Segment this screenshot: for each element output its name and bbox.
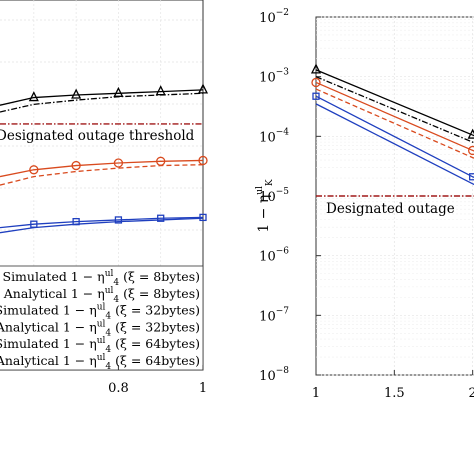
legend-entry-6-tail: (ξ = 64bytes) — [111, 353, 200, 368]
right-ytick-label-1: 10−2 — [259, 8, 289, 26]
left-panel: Designated outage threshold Simulated 1 −… — [0, 0, 209, 396]
left-series-1-marker — [28, 91, 39, 102]
legend-entry-2-tail: (ξ = 8bytes) — [119, 286, 200, 301]
left-series-3-marker — [113, 158, 124, 168]
left-legend: Simulated 1 − ηul4 (ξ = 8bytes)Analytica… — [0, 265, 204, 372]
legend-entry-5-tail: (ξ = 64bytes) — [111, 336, 200, 351]
right-ylabel-sub: K — [265, 179, 275, 186]
legend-entry-4-sup: ul — [97, 319, 106, 329]
legend-entry-6-sub: 4 — [105, 362, 111, 372]
left-series-5-marker — [114, 216, 123, 224]
legend-entry-4-text: Analytical 1 − η — [0, 319, 97, 334]
left-threshold-label: Designated outage threshold — [0, 128, 195, 144]
legend-entry-2-text: Analytical 1 − η — [3, 286, 105, 301]
right-series-1-marker — [310, 63, 322, 74]
legend-entry-4-tail: (ξ = 32bytes) — [111, 319, 200, 334]
legend-entry-5-sub: 4 — [105, 345, 111, 355]
right-series-4-line — [315, 88, 474, 159]
right-series-1-marker — [467, 128, 474, 139]
legend-entry-3-sub: 4 — [105, 312, 111, 322]
left-xtick-label: 1 — [199, 381, 207, 396]
left-series-3-line — [0, 159, 204, 178]
left-series-3-marker — [198, 155, 208, 166]
legend-entry-5: Simulated 1 − ηul4 (ξ = 64bytes) — [0, 336, 200, 355]
right-ytick-label-4: 10−5 — [259, 187, 289, 205]
legend-entry-3-text: Simulated 1 − η — [0, 303, 97, 318]
left-xtick-label: 0.8 — [108, 381, 129, 396]
right-ytick-1-exp: −2 — [276, 8, 289, 18]
legend-entry-1: Simulated 1 − ηul4 (ξ = 8bytes) — [3, 269, 201, 288]
legend-entry-1-tail: (ξ = 8bytes) — [119, 269, 200, 284]
left-series-1-marker — [197, 83, 209, 94]
right-ytick-label-6: 10−7 — [259, 306, 289, 324]
legend-entry-5-text: Simulated 1 − η — [0, 336, 97, 351]
legend-entry-6-text: Analytical 1 − η — [0, 353, 97, 368]
right-series-1-line — [315, 69, 474, 137]
left-series-4-line — [0, 164, 204, 186]
right-xtick-label-1: 1 — [312, 386, 320, 401]
right-ytick-7-base: 10 — [259, 369, 276, 384]
legend-entry-3-sup: ul — [97, 303, 106, 313]
left-series-6-line — [0, 217, 204, 234]
right-series-2-line — [315, 76, 474, 144]
legend-entry-2: Analytical 1 − ηul4 (ξ = 8bytes) — [3, 286, 200, 305]
right-series-3-marker — [468, 145, 474, 156]
legend-entry-1-sup: ul — [105, 269, 114, 279]
legend-entry-4-sub: 4 — [105, 328, 111, 338]
right-ylabel: 1 − ηulK — [255, 179, 275, 233]
legend-entry-3-tail: (ξ = 32bytes) — [111, 303, 200, 318]
right-ytick-label-7: 10−8 — [259, 366, 289, 384]
right-ytick-3-exp: −4 — [276, 127, 290, 137]
right-series-5-marker — [312, 92, 320, 100]
left-series-5-line — [0, 216, 204, 229]
right-ytick-4-exp: −5 — [276, 187, 290, 197]
right-ytick-2-exp: −3 — [276, 68, 290, 78]
legend-entry-1-sub: 4 — [113, 278, 119, 288]
right-ytick-1-base: 10 — [259, 11, 276, 26]
right-ytick-3-base: 10 — [259, 130, 276, 145]
left-series-5-marker — [199, 213, 207, 222]
right-ytick-label-5: 10−6 — [259, 247, 289, 265]
legend-entry-4: Analytical 1 − ηul4 (ξ = 32bytes) — [0, 319, 200, 338]
right-series-3-line — [315, 81, 474, 152]
right-threshold-label: Designated outage — [326, 201, 455, 217]
right-ytick-5-base: 10 — [259, 250, 276, 265]
right-ylabel-sup: ul — [255, 186, 265, 195]
left-series-3-marker — [29, 165, 39, 175]
left-series-2-line — [0, 92, 204, 113]
right-series-5-line — [315, 95, 474, 179]
right-series-6-line — [315, 103, 474, 186]
legend-entry-2-sup: ul — [105, 286, 114, 296]
right-series-5-marker — [469, 173, 474, 181]
left-series-5-marker — [157, 214, 165, 222]
right-ytick-6-exp: −7 — [276, 306, 290, 316]
right-ytick-5-exp: −6 — [276, 247, 290, 257]
legend-entry-3: Simulated 1 − ηul4 (ξ = 32bytes) — [0, 303, 200, 322]
legend-entry-6-sup: ul — [97, 353, 106, 363]
legend-entry-1-text: Simulated 1 − η — [3, 269, 105, 284]
left-series-3-marker — [71, 160, 81, 171]
left-legend-box — [0, 265, 204, 371]
legend-entry-6: Analytical 1 − ηul4 (ξ = 64bytes) — [0, 353, 200, 372]
right-ytick-2-base: 10 — [259, 71, 276, 86]
right-ytick-4-base: 10 — [259, 190, 276, 205]
right-ytick-label-3: 10−4 — [259, 127, 289, 145]
right-ytick-label-2: 10−3 — [259, 68, 289, 86]
right-ytick-6-base: 10 — [259, 309, 276, 324]
left-series-1-marker — [71, 88, 82, 99]
right-xtick-label-3: 2 — [469, 386, 474, 401]
right-xtick-label-2: 1.5 — [384, 386, 405, 401]
right-series-3-marker — [311, 77, 321, 88]
left-series-1-line — [0, 89, 204, 106]
legend-entry-5-sup: ul — [97, 336, 106, 346]
legend-entry-2-sub: 4 — [113, 295, 119, 305]
right-ytick-7-exp: −8 — [276, 366, 290, 376]
right-ylabel-text: 1 − η — [256, 195, 272, 233]
